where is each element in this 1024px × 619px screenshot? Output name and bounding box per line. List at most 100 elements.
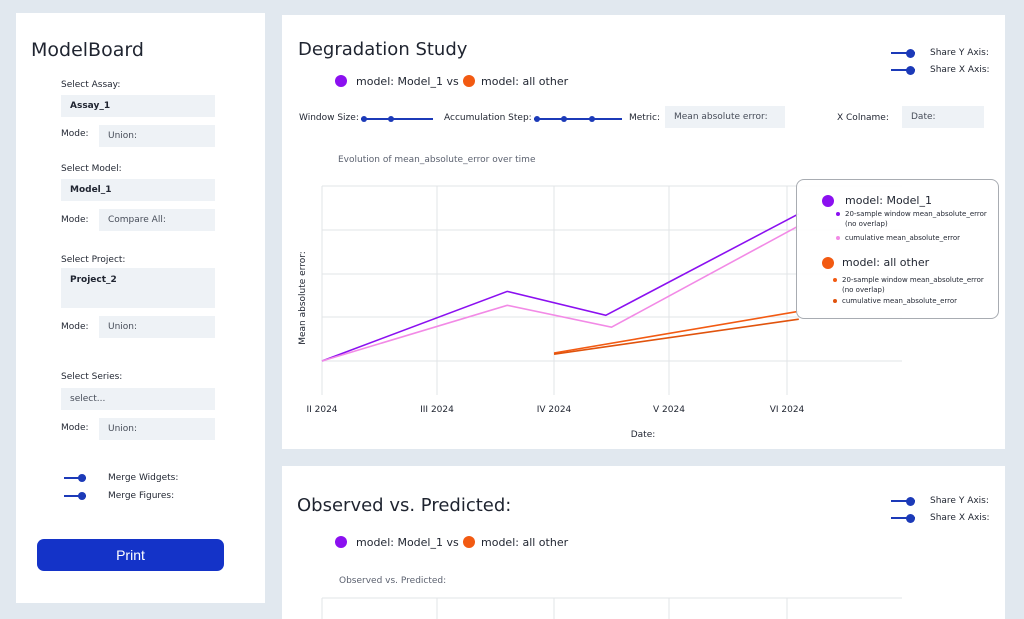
tooltip-group-title-all-other: model: all other <box>842 256 930 269</box>
observed-chart-title: Observed vs. Predicted: <box>339 576 447 586</box>
x-colname-select[interactable]: Date: <box>902 106 984 128</box>
accumulation-step-label: Accumulation Step: <box>444 113 532 123</box>
share-y-axis-toggle[interactable] <box>891 49 915 58</box>
app-title: ModelBoard <box>31 39 144 61</box>
toggle-knob <box>78 492 86 500</box>
share-x-axis-label: Share X Axis: <box>930 513 990 523</box>
toggle-knob <box>906 497 915 506</box>
legend-dot-model1 <box>335 536 347 548</box>
tooltip-item-dot <box>833 278 837 282</box>
tooltip-item-label: cumulative mean_absolute_error <box>842 297 958 305</box>
slider-track <box>361 118 433 120</box>
project-select[interactable]: Project_2 <box>61 268 215 308</box>
share-x-axis-toggle[interactable] <box>891 66 915 75</box>
series-line <box>321 225 800 362</box>
legend-label-model1: model: Model_1 vs <box>356 536 459 549</box>
legend-label-all-other: model: all other <box>481 536 569 549</box>
x-tick-label: II 2024 <box>306 405 337 415</box>
share-x-axis-label: Share X Axis: <box>930 65 990 75</box>
slider-knob[interactable] <box>361 116 367 122</box>
assay-select[interactable]: Assay_1 <box>61 95 215 117</box>
model-select[interactable]: Model_1 <box>61 179 215 201</box>
slider-knob[interactable] <box>388 116 394 122</box>
tooltip-item-sub: (no overlap) <box>842 286 885 294</box>
toggle-track <box>891 500 915 502</box>
chart-title: Evolution of mean_absolute_error over ti… <box>338 155 536 165</box>
series-select[interactable]: select... <box>61 388 215 410</box>
toggle-knob <box>906 49 915 58</box>
x-colname-label: X Colname: <box>837 113 889 123</box>
toggle-knob <box>906 66 915 75</box>
toggle-track <box>891 517 915 519</box>
chart-y-axis-label: Mean absolute error: <box>298 251 308 345</box>
assay-mode-select[interactable]: Union: <box>99 125 215 147</box>
legend-dot-model1 <box>335 75 347 87</box>
slider-knob[interactable] <box>561 116 567 122</box>
tooltip-group-dot-model1 <box>822 195 834 207</box>
chart-grid <box>321 597 902 619</box>
x-tick-label: IV 2024 <box>537 405 572 415</box>
model-mode-select[interactable]: Compare All: <box>99 209 215 231</box>
metric-select[interactable]: Mean absolute error: <box>665 106 785 128</box>
print-button[interactable]: Print <box>37 539 224 571</box>
tooltip-item-sub: (no overlap) <box>845 220 888 228</box>
window-size-label: Window Size: <box>299 113 359 123</box>
slider-knob[interactable] <box>589 116 595 122</box>
select-project-label: Select Project: <box>61 255 126 265</box>
metric-label: Metric: <box>629 113 661 123</box>
slider-knob[interactable] <box>534 116 540 122</box>
x-tick-label: VI 2024 <box>770 405 805 415</box>
tooltip-item-dot <box>836 212 840 216</box>
toggle-track <box>64 477 86 479</box>
series-line <box>553 318 799 355</box>
observed-title: Observed vs. Predicted: <box>297 495 512 516</box>
chart-x-axis-label: Date: <box>631 430 656 440</box>
series-line <box>553 310 799 354</box>
legend-label-all-other: model: all other <box>481 75 569 88</box>
project-mode-label: Mode: <box>61 322 89 332</box>
share-y-axis-label: Share Y Axis: <box>930 48 989 58</box>
toggle-track <box>64 495 86 497</box>
x-tick-label: V 2024 <box>653 405 685 415</box>
legend-dot-all-other <box>463 536 475 548</box>
tooltip-item-dot <box>836 236 840 240</box>
merge-figures-toggle[interactable] <box>64 492 86 500</box>
slider-track <box>534 118 622 120</box>
merge-widgets-toggle[interactable] <box>64 474 86 482</box>
observed-chart <box>321 597 902 619</box>
sidebar: ModelBoard Select Assay: Assay_1 Mode: U… <box>16 13 265 603</box>
chart-series <box>321 213 800 362</box>
x-tick-label: III 2024 <box>420 405 454 415</box>
model-mode-label: Mode: <box>61 215 89 225</box>
tooltip-item-dot <box>833 299 837 303</box>
share-y-axis-label: Share Y Axis: <box>930 496 989 506</box>
project-mode-select[interactable]: Union: <box>99 316 215 338</box>
series-mode-select[interactable]: Union: <box>99 418 215 440</box>
toggle-knob <box>906 514 915 523</box>
chart-x-ticks: II 2024 III 2024 IV 2024 V 2024 VI 2024 <box>306 405 804 415</box>
toggle-knob <box>78 474 86 482</box>
assay-mode-label: Mode: <box>61 129 89 139</box>
legend-dot-all-other <box>463 75 475 87</box>
select-model-label: Select Model: <box>61 164 122 174</box>
tooltip-item-label: 20-sample window mean_absolute_error <box>842 276 984 284</box>
degradation-study-card: Degradation Study Share Y Axis: Share X … <box>282 15 1005 449</box>
legend-label-model1: model: Model_1 vs <box>356 75 459 88</box>
accumulation-step-slider[interactable] <box>534 115 622 123</box>
tooltip-item-label: 20-sample window mean_absolute_error <box>845 210 987 218</box>
chart-hover-tooltip: model: Model_1 20-sample window mean_abs… <box>796 179 999 319</box>
series-mode-label: Mode: <box>61 423 89 433</box>
toggle-track <box>891 69 915 71</box>
tooltip-group-title-model1: model: Model_1 <box>845 194 932 207</box>
series-line <box>321 213 800 362</box>
observed-vs-predicted-card: Observed vs. Predicted: Share Y Axis: Sh… <box>282 466 1005 619</box>
share-x-axis-toggle[interactable] <box>891 514 915 523</box>
window-size-slider[interactable] <box>361 115 433 123</box>
degradation-title: Degradation Study <box>298 39 468 60</box>
select-series-label: Select Series: <box>61 372 123 382</box>
toggle-track <box>891 52 915 54</box>
select-assay-label: Select Assay: <box>61 80 121 90</box>
share-y-axis-toggle[interactable] <box>891 497 915 506</box>
tooltip-group-dot-all-other <box>822 257 834 269</box>
tooltip-item-label: cumulative mean_absolute_error <box>845 234 961 242</box>
